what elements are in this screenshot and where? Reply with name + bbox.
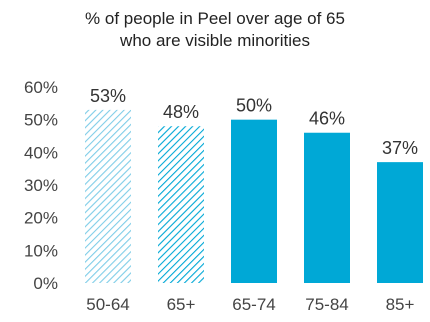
y-tick-label: 20% — [24, 209, 58, 228]
y-tick-label: 30% — [24, 176, 58, 195]
data-labels: 53% 48% 50% 46% 37% — [90, 86, 418, 158]
y-tick-label: 60% — [24, 78, 58, 97]
y-tick-label: 10% — [24, 241, 58, 260]
chart-title-line-1: % of people in Peel over age of 65 — [85, 9, 345, 28]
y-tick-label: 0% — [33, 274, 58, 293]
bar-75-84 — [304, 132, 350, 283]
bar-50-64 — [85, 109, 131, 283]
data-label: 53% — [90, 86, 126, 106]
y-tick-label: 40% — [24, 143, 58, 162]
data-label: 50% — [236, 96, 272, 116]
x-tick-label: 65+ — [167, 295, 196, 314]
x-axis-tick-labels: 50-64 65+ 65-74 75-84 85+ — [86, 295, 414, 314]
x-tick-label: 85+ — [386, 295, 415, 314]
bar-65-74 — [231, 119, 277, 284]
data-label: 37% — [382, 138, 418, 158]
bar-65+ — [158, 126, 204, 283]
data-label: 46% — [309, 109, 345, 129]
x-tick-label: 65-74 — [232, 295, 275, 314]
chart-title: % of people in Peel over age of 65 who a… — [0, 8, 430, 52]
x-tick-label: 50-64 — [86, 295, 129, 314]
y-axis-tick-labels: 0% 10% 20% 30% 40% 50% 60% — [24, 78, 58, 293]
data-label: 48% — [163, 102, 199, 122]
chart-title-line-2: who are visible minorities — [120, 31, 310, 50]
x-tick-label: 75-84 — [305, 295, 348, 314]
y-tick-label: 50% — [24, 111, 58, 130]
bars — [85, 109, 423, 284]
bar-85+ — [377, 162, 423, 283]
